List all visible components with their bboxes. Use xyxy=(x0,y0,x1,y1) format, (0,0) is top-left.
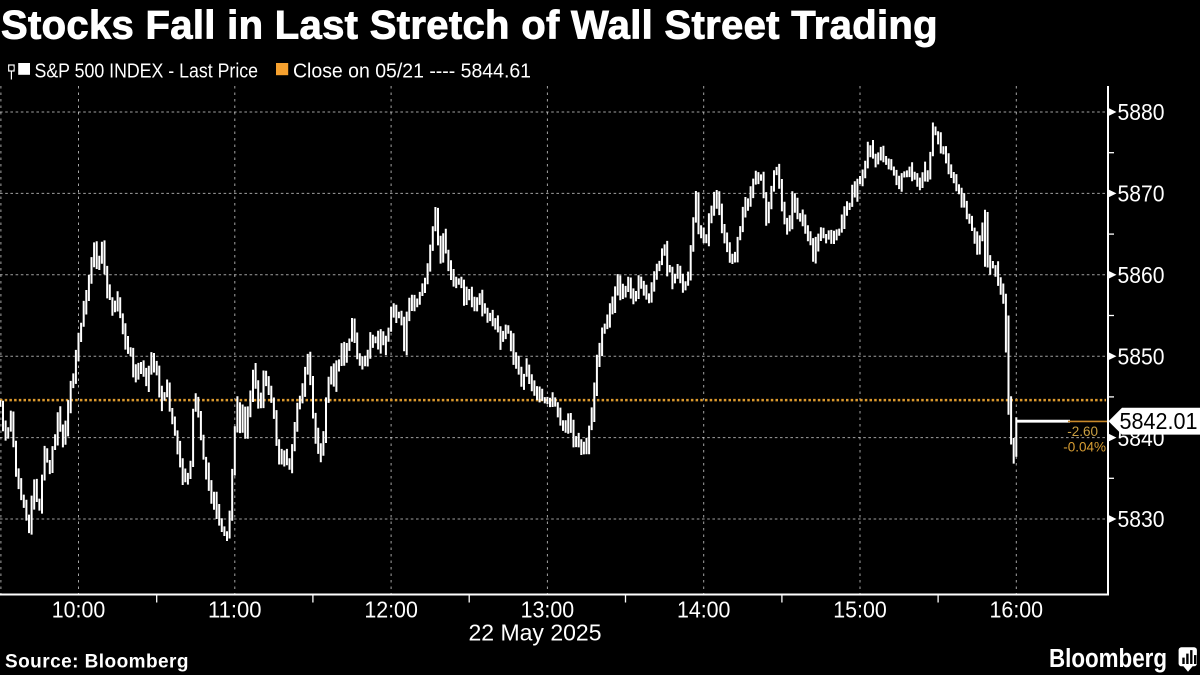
svg-text:22 May 2025: 22 May 2025 xyxy=(469,620,602,646)
svg-text:S&P 500 INDEX - Last Price: S&P 500 INDEX - Last Price xyxy=(35,61,259,83)
svg-text:10:00: 10:00 xyxy=(52,597,106,623)
svg-text:Bloomberg: Bloomberg xyxy=(1049,645,1167,673)
svg-text:-2.60: -2.60 xyxy=(1067,424,1098,439)
svg-text:5880: 5880 xyxy=(1118,99,1165,125)
svg-text:-0.04%: -0.04% xyxy=(1063,440,1106,455)
svg-text:16:00: 16:00 xyxy=(990,597,1044,623)
svg-text:11:00: 11:00 xyxy=(208,597,262,623)
svg-text:Source: Bloomberg: Source: Bloomberg xyxy=(5,652,189,673)
svg-text:Stocks Fall in Last Stretch of: Stocks Fall in Last Stretch of Wall Stre… xyxy=(1,4,938,48)
svg-text:15:00: 15:00 xyxy=(833,597,887,623)
svg-text:5830: 5830 xyxy=(1118,506,1165,532)
svg-text:13:00: 13:00 xyxy=(521,597,575,623)
svg-text:5860: 5860 xyxy=(1118,262,1165,288)
svg-text:5850: 5850 xyxy=(1118,343,1165,369)
svg-text:5870: 5870 xyxy=(1118,181,1165,207)
svg-text:5842.01: 5842.01 xyxy=(1120,408,1198,434)
svg-text:12:00: 12:00 xyxy=(364,597,418,623)
svg-text:Close on 05/21 ---- 5844.61: Close on 05/21 ---- 5844.61 xyxy=(293,61,531,83)
svg-text:14:00: 14:00 xyxy=(677,597,731,623)
